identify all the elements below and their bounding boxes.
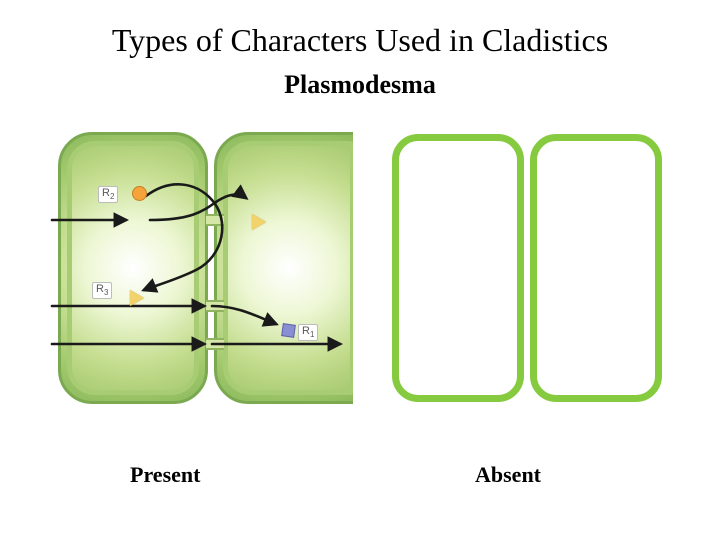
receptor-r2-icon [132, 186, 147, 201]
label-text: R [302, 325, 310, 337]
page-subtitle: Plasmodesma [0, 70, 720, 100]
present-panel: R2 R3 R1 [40, 128, 365, 410]
receptor-r2-label: R2 [98, 186, 118, 203]
label-text: R [102, 187, 110, 199]
label-text: R [96, 283, 104, 295]
page-title: Types of Characters Used in Cladistics [0, 22, 720, 59]
label-sub: 2 [110, 192, 114, 201]
receptor-transit-icon [252, 214, 266, 230]
empty-cell [530, 134, 662, 402]
receptor-r1-icon [281, 323, 296, 338]
empty-cell [392, 134, 524, 402]
caption-present: Present [130, 462, 200, 488]
caption-absent: Absent [475, 462, 541, 488]
receptor-r3-label: R3 [92, 282, 112, 299]
image-crop-edge [353, 132, 367, 404]
slide: Types of Characters Used in Cladistics P… [0, 0, 720, 540]
absent-panel [390, 128, 670, 410]
label-sub: 1 [310, 330, 314, 339]
receptor-r1-label: R1 [298, 324, 318, 341]
label-sub: 3 [104, 288, 108, 297]
receptor-r3-icon [130, 290, 144, 306]
transport-arrows [40, 128, 365, 410]
